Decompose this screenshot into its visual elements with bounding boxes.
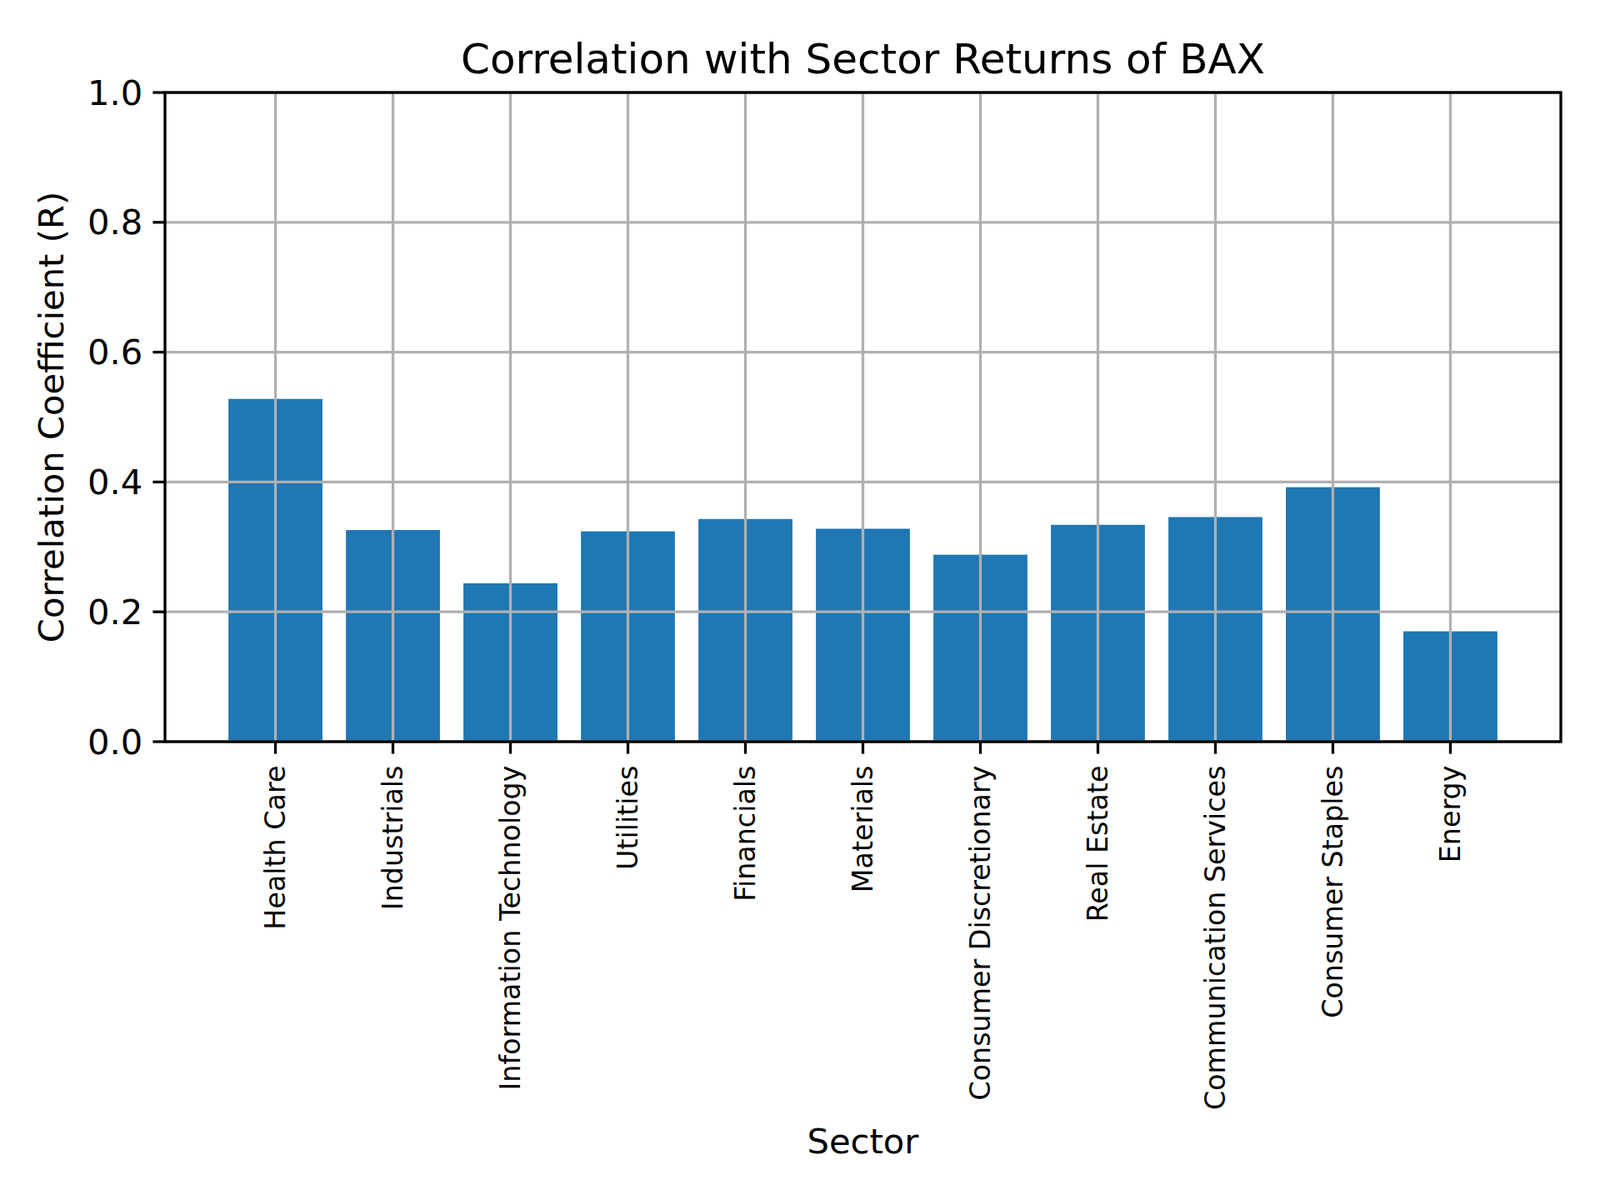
x-tick-label: Industrials	[376, 765, 410, 911]
grid-line	[1096, 92, 1100, 742]
tick-mark	[274, 741, 277, 755]
grid-line	[744, 92, 747, 742]
x-tick-label: Information Technology	[494, 765, 527, 1091]
grid	[165, 92, 1561, 742]
tick-mark	[861, 741, 865, 755]
x-tick-label: Consumer Discretionary	[964, 765, 997, 1101]
tick-mark	[744, 741, 747, 755]
tick-mark	[626, 741, 630, 755]
tick-mark	[152, 610, 165, 614]
x-tick-label: Health Care	[259, 765, 292, 930]
y-axis-label: Correlation Coefficient (R)	[30, 191, 72, 643]
grid-line	[1331, 92, 1335, 742]
tick-mark	[152, 90, 165, 94]
tick-mark	[509, 741, 512, 755]
x-tick-label: Materials	[846, 765, 880, 894]
grid-line	[626, 92, 630, 742]
y-tick-label: 0.4	[87, 461, 143, 503]
tick-mark	[152, 740, 165, 743]
x-tick-label: Communication Services	[1199, 765, 1232, 1110]
y-tick-label: 1.0	[87, 72, 143, 114]
y-tick-label: 0.8	[87, 201, 143, 243]
x-tick-label: Real Estate	[1081, 765, 1115, 923]
grid-line	[979, 92, 982, 742]
tick-mark	[1214, 741, 1217, 755]
grid-line	[509, 92, 512, 742]
tick-mark	[1449, 741, 1452, 755]
title: Correlation with Sector Returns of BAX	[460, 35, 1265, 84]
grid-line	[1449, 92, 1452, 742]
plot-frame	[165, 92, 1561, 742]
y-tick-label: 0.0	[87, 721, 143, 763]
y-tick-label: 0.6	[87, 331, 143, 373]
grid-line	[861, 92, 865, 742]
tick-mark	[152, 350, 165, 354]
x-tick-label: Energy	[1434, 765, 1467, 864]
grid-line	[274, 92, 277, 742]
tick-mark	[1096, 741, 1100, 755]
y-tick-label: 0.2	[87, 591, 143, 633]
background	[0, 0, 1600, 1200]
axes: 0.0 0.2 0.4 0.6 0.8 1.0 Health Care Industrials…	[87, 72, 1561, 1111]
tick-mark	[152, 220, 165, 224]
tick-mark	[1331, 741, 1335, 755]
grid-line	[391, 92, 395, 742]
tick-mark	[979, 741, 982, 755]
chart: 0.0 0.2 0.4 0.6 0.8 1.0 Health Care Industrials…	[0, 0, 1600, 1200]
tick-mark	[152, 480, 165, 484]
grid-line	[1214, 92, 1217, 742]
x-axis-label: Sector	[806, 1120, 920, 1162]
x-tick-label: Utilities	[611, 765, 645, 870]
x-tick-label: Financials	[729, 765, 762, 902]
x-tick-label: Consumer Staples	[1316, 765, 1350, 1019]
tick-mark	[391, 741, 395, 755]
